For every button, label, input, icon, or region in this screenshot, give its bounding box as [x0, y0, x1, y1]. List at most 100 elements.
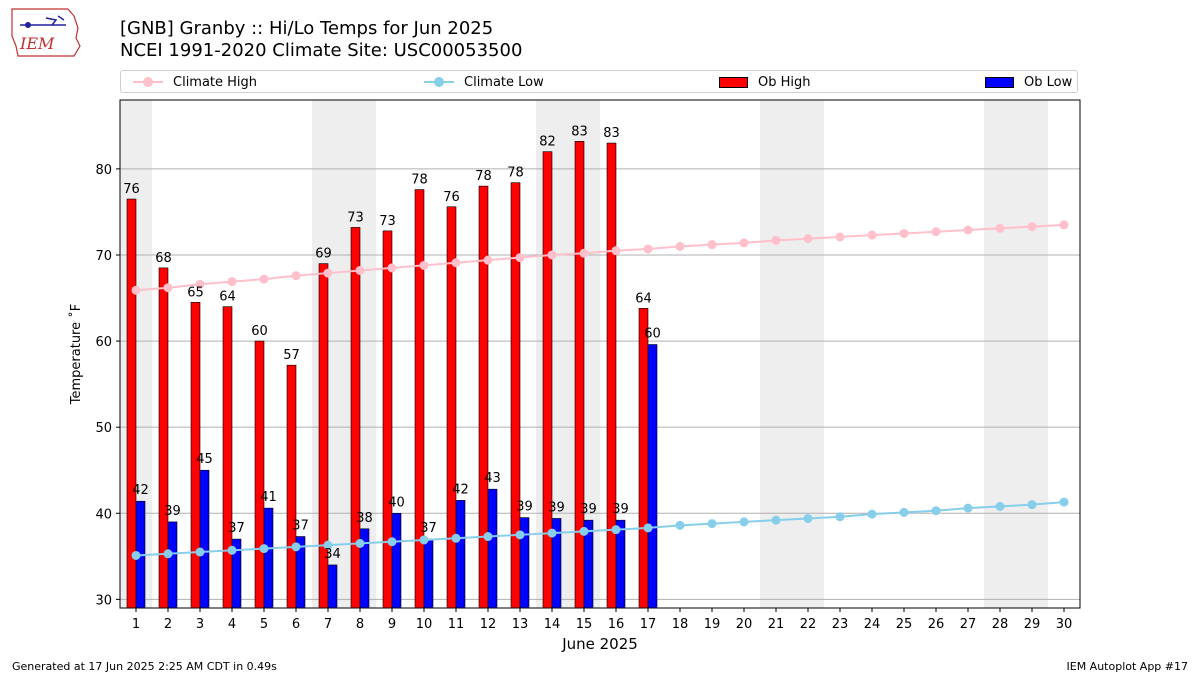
- climate-high-point-day-1: [131, 285, 141, 295]
- ob-low-bar-day-13: [519, 517, 530, 609]
- x-tick-label-20: 20: [736, 617, 753, 632]
- ob-low-bar-day-15: [583, 519, 594, 609]
- x-tick-label-1: 1: [132, 617, 140, 632]
- x-tick-label-11: 11: [448, 617, 465, 632]
- ob-low-label-day-8: 38: [356, 511, 373, 526]
- ob-high-label-day-15: 83: [571, 124, 588, 139]
- climate-high-point-day-19: [707, 240, 717, 250]
- weekend-shade-day-28: [984, 100, 1016, 608]
- climate-high-point-day-16: [611, 246, 621, 256]
- climate-high-point-day-22: [803, 234, 813, 244]
- climate-low-point-day-1: [131, 550, 141, 560]
- climate-low-point-day-27: [963, 503, 973, 513]
- climate-low-line: [135, 501, 1065, 557]
- ob-low-label-day-9: 40: [388, 495, 405, 510]
- climate-high-point-day-5: [259, 274, 269, 284]
- ob-high-label-day-8: 73: [347, 210, 364, 225]
- ob-low-bar-day-2: [167, 521, 178, 609]
- weather-vane-icon: [45, 15, 65, 26]
- x-tick-label-12: 12: [480, 617, 497, 632]
- ob-low-label-day-16: 39: [612, 502, 629, 517]
- climate-high-point-day-2: [163, 283, 173, 293]
- y-tick-label-50: 50: [95, 421, 112, 436]
- ob-high-label-day-9: 73: [379, 214, 396, 229]
- climate-low-point-day-5: [259, 544, 269, 554]
- climate-low-swatch: [424, 74, 454, 90]
- weekend-shade-day-14: [536, 100, 568, 608]
- logo-text: IEM: [19, 34, 55, 53]
- x-tick-label-17: 17: [640, 617, 657, 632]
- x-tick-label-5: 5: [260, 617, 268, 632]
- climate-lines: [131, 220, 1069, 560]
- ob-high-label-day-2: 68: [155, 251, 172, 266]
- climate-high-point-day-27: [963, 225, 973, 235]
- climate-low-point-day-3: [195, 547, 205, 557]
- ob-high-label-day-7: 69: [315, 247, 332, 262]
- climate-low-point-day-10: [419, 535, 429, 545]
- weekend-shade-day-15: [568, 100, 600, 608]
- ob-low-label-day-3: 45: [196, 452, 213, 467]
- climate-low-point-day-9: [387, 537, 397, 547]
- ob-high-bar-day-16: [606, 142, 617, 609]
- x-tick-label-24: 24: [864, 617, 881, 632]
- climate-high-point-day-20: [739, 238, 749, 248]
- climate-low-point-day-2: [163, 549, 173, 559]
- ob-low-label-day-7: 34: [324, 547, 341, 562]
- ob-high-bar-day-15: [574, 141, 585, 609]
- climate-high-point-day-30: [1059, 220, 1069, 230]
- app-credit: IEM Autoplot App #17: [1066, 660, 1189, 673]
- ob-low-label-day-14: 39: [548, 500, 565, 515]
- x-tick-label-13: 13: [512, 617, 529, 632]
- climate-high-point-day-26: [931, 227, 941, 237]
- x-axis-label: June 2025: [561, 635, 638, 653]
- ob-high-label-day-16: 83: [603, 126, 620, 141]
- legend-label-ob-low: Ob Low: [1024, 74, 1073, 90]
- ob-high-bar-day-13: [510, 182, 521, 609]
- ob-low-bar-day-8: [359, 528, 370, 609]
- weekend-shade-day-22: [792, 100, 824, 608]
- iem-logo: IEM: [11, 8, 81, 57]
- climate-high-point-day-17: [643, 244, 653, 254]
- climate-high-point-day-6: [291, 271, 301, 281]
- ob-high-label-day-14: 82: [539, 135, 556, 150]
- ob-high-bar-day-2: [158, 267, 169, 609]
- x-tick-label-23: 23: [832, 617, 849, 632]
- climate-low-point-day-24: [867, 509, 877, 519]
- climate-high-point-day-23: [835, 232, 845, 242]
- climate-low-point-day-16: [611, 525, 621, 535]
- ob-low-bar-day-16: [615, 519, 626, 609]
- climate-low-point-day-22: [803, 513, 813, 523]
- ob-high-bar-day-7: [318, 263, 329, 609]
- ob-low-label-day-12: 43: [484, 471, 501, 486]
- climate-low-point-day-20: [739, 517, 749, 527]
- weekend-shading: [120, 100, 1048, 608]
- climate-high-point-day-7: [323, 268, 333, 278]
- ob-high-bar-day-9: [382, 230, 393, 609]
- x-tick-label-15: 15: [576, 617, 593, 632]
- generated-timestamp: Generated at 17 Jun 2025 2:25 AM CDT in …: [12, 660, 277, 673]
- legend-item-climate-low: Climate Low: [424, 74, 544, 90]
- climate-low-point-day-19: [707, 519, 717, 529]
- y-tick-label-30: 30: [95, 593, 112, 608]
- ob-low-label-day-1: 42: [132, 483, 149, 498]
- ob-low-label-day-17: 60: [644, 327, 661, 342]
- ob-low-label-day-6: 37: [292, 519, 309, 534]
- ob-low-label-day-10: 37: [420, 521, 437, 536]
- x-tick-label-29: 29: [1024, 617, 1041, 632]
- x-tick-label-8: 8: [356, 617, 364, 632]
- legend-item-climate-high: Climate High: [133, 74, 257, 90]
- climate-high-point-day-9: [387, 263, 397, 273]
- ob-high-label-day-6: 57: [283, 348, 300, 363]
- ob-high-swatch: [719, 76, 748, 88]
- data-labels: 76 68 65 64 60 57 69 73 73 78 76 78 78 82 83 83 64 42 39 45…: [123, 124, 661, 562]
- ob-high-label-day-4: 64: [219, 290, 236, 305]
- chart-legend: Climate High Climate Low Ob High Ob Low: [120, 70, 1078, 93]
- climate-low-point-day-11: [451, 533, 461, 543]
- chart-title: [GNB] Granby :: Hi/Lo Temps for Jun 2025: [120, 18, 494, 39]
- legend-label-climate-high: Climate High: [173, 74, 258, 90]
- x-tick-label-25: 25: [896, 617, 913, 632]
- x-tick-label-10: 10: [416, 617, 433, 632]
- ob-low-label-day-11: 42: [452, 482, 469, 497]
- ob-low-bar-day-14: [551, 518, 562, 609]
- legend-label-climate-low: Climate Low: [464, 74, 544, 90]
